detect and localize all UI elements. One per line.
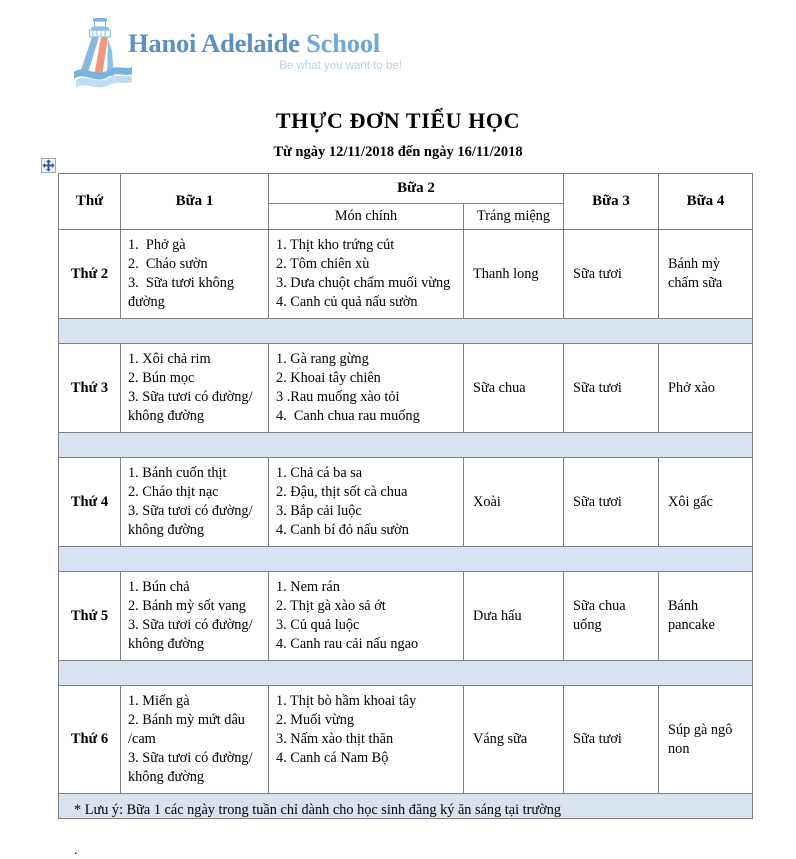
cell-meal2-main: 1. Nem rán 2. Thịt gà xào sả ớt 3. Củ qu… xyxy=(268,571,464,661)
separator-band-cell xyxy=(57,318,754,344)
table-move-handle-icon[interactable] xyxy=(41,158,56,173)
table-row: Thứ 4 1. Bánh cuốn thịt 2. Cháo thịt nạc… xyxy=(58,457,754,547)
logo-tagline: Be what you want to be! xyxy=(279,59,402,72)
cell-meal4: Súp gà ngô non xyxy=(658,685,754,794)
row-separator-band xyxy=(57,793,754,819)
cell-meal2-dessert: Thanh long xyxy=(462,229,565,319)
cell-day: Thứ 5 xyxy=(58,571,121,661)
row-separator-band xyxy=(57,318,754,344)
column-header-meal1: Bữa 1 xyxy=(120,173,269,230)
page-subtitle-daterange: Từ ngày 12/11/2018 đến ngày 16/11/2018 xyxy=(273,144,523,160)
column-header-day: Thứ xyxy=(58,173,121,230)
separator-band-cell xyxy=(57,660,754,686)
footnote-note: * Lưu ý: Bữa 1 các ngày trong tuần chỉ d… xyxy=(74,802,562,818)
row-separator-band xyxy=(57,660,754,686)
cell-day: Thứ 2 xyxy=(58,229,121,319)
logo-school-name: Hanoi Adelaide School xyxy=(128,28,404,58)
cell-meal1: 1. Miến gà 2. Bánh mỳ mứt dâu /cam 3. Sữ… xyxy=(120,685,269,794)
separator-band-cell xyxy=(57,432,754,458)
cell-meal2-main: 1. Gà rang gừng 2. Khoai tây chiên 3 .Ra… xyxy=(268,343,464,433)
cell-meal2-main: 1. Thịt kho trứng cút 2. Tôm chiên xù 3.… xyxy=(268,229,464,319)
table-row: Thứ 6 1. Miến gà 2. Bánh mỳ mứt dâu /cam… xyxy=(58,685,754,794)
cell-meal4: Bánh pancake xyxy=(658,571,754,661)
row-separator-band xyxy=(57,432,754,458)
cell-meal1: 1. Xôi chả rim 2. Bún mọc 3. Sữa tươi có… xyxy=(120,343,269,433)
weekly-menu-table: Thứ Bữa 1 Bữa 2 Bữa 3 Bữa 4 Món chính Tr… xyxy=(57,173,754,819)
cell-meal3: Sữa chua uống xyxy=(563,571,660,661)
cell-meal2-dessert: Xoài xyxy=(462,457,565,547)
page-title: THỰC ĐƠN TIỂU HỌC xyxy=(275,108,521,133)
table-row: Thứ 5 1. Bún chả 2. Bánh mỳ sốt vang 3. … xyxy=(58,571,754,661)
row-separator-band xyxy=(57,546,754,572)
lighthouse-icon xyxy=(72,14,134,90)
trailing-period: . xyxy=(74,843,78,858)
logo-wordmark: Hanoi Adelaide School Be what you want t… xyxy=(128,28,404,72)
cell-meal1: 1. Bún chả 2. Bánh mỳ sốt vang 3. Sữa tư… xyxy=(120,571,269,661)
cell-meal2-main: 1. Thịt bò hầm khoai tây 2. Muối vừng 3.… xyxy=(268,685,464,794)
column-header-meal4: Bữa 4 xyxy=(658,173,754,230)
table-body: Thứ 2 1. Phở gà 2. Cháo sườn 3. Sữa tươi… xyxy=(57,229,754,819)
cell-meal4: Phở xào xyxy=(658,343,754,433)
cell-meal3: Sữa tươi xyxy=(563,685,660,794)
school-logo: Hanoi Adelaide School Be what you want t… xyxy=(72,14,402,92)
separator-band-cell xyxy=(57,546,754,572)
table-header-row-1: Thứ Bữa 1 Bữa 2 Bữa 3 Bữa 4 xyxy=(58,173,754,230)
cell-meal2-dessert: Váng sữa xyxy=(462,685,565,794)
column-header-meal2: Bữa 2 xyxy=(267,173,565,204)
cell-meal3: Sữa tươi xyxy=(563,229,660,319)
cell-meal4: Xôi gấc xyxy=(658,457,754,547)
cell-meal3: Sữa tươi xyxy=(563,343,660,433)
column-header-meal2-main: Món chính xyxy=(268,203,464,230)
table-row: Thứ 2 1. Phở gà 2. Cháo sườn 3. Sữa tươi… xyxy=(58,229,754,319)
cell-day: Thứ 3 xyxy=(58,343,121,433)
cell-meal1: 1. Phở gà 2. Cháo sườn 3. Sữa tươi không… xyxy=(120,229,269,319)
cell-meal1: 1. Bánh cuốn thịt 2. Cháo thịt nạc 3. Sữ… xyxy=(120,457,269,547)
logo-name-part2: School xyxy=(306,28,381,58)
cell-meal4: Bánh mỳ chấm sữa xyxy=(658,229,754,319)
table-row: Thứ 3 1. Xôi chả rim 2. Bún mọc 3. Sữa t… xyxy=(58,343,754,433)
table-header: Thứ Bữa 1 Bữa 2 Bữa 3 Bữa 4 Món chính Tr… xyxy=(58,173,754,230)
cell-day: Thứ 4 xyxy=(58,457,121,547)
column-header-meal3: Bữa 3 xyxy=(563,173,660,230)
cell-meal2-dessert: Sữa chua xyxy=(462,343,565,433)
column-header-meal2-dessert: Tráng miệng xyxy=(462,203,565,230)
cell-day: Thứ 6 xyxy=(58,685,121,794)
cell-meal2-dessert: Dưa hấu xyxy=(462,571,565,661)
separator-band-cell xyxy=(57,793,754,819)
logo-name-part1: Hanoi Adelaide xyxy=(128,28,300,58)
cell-meal2-main: 1. Chả cá ba sa 2. Đậu, thịt sốt cà chua… xyxy=(268,457,464,547)
cell-meal3: Sữa tươi xyxy=(563,457,660,547)
